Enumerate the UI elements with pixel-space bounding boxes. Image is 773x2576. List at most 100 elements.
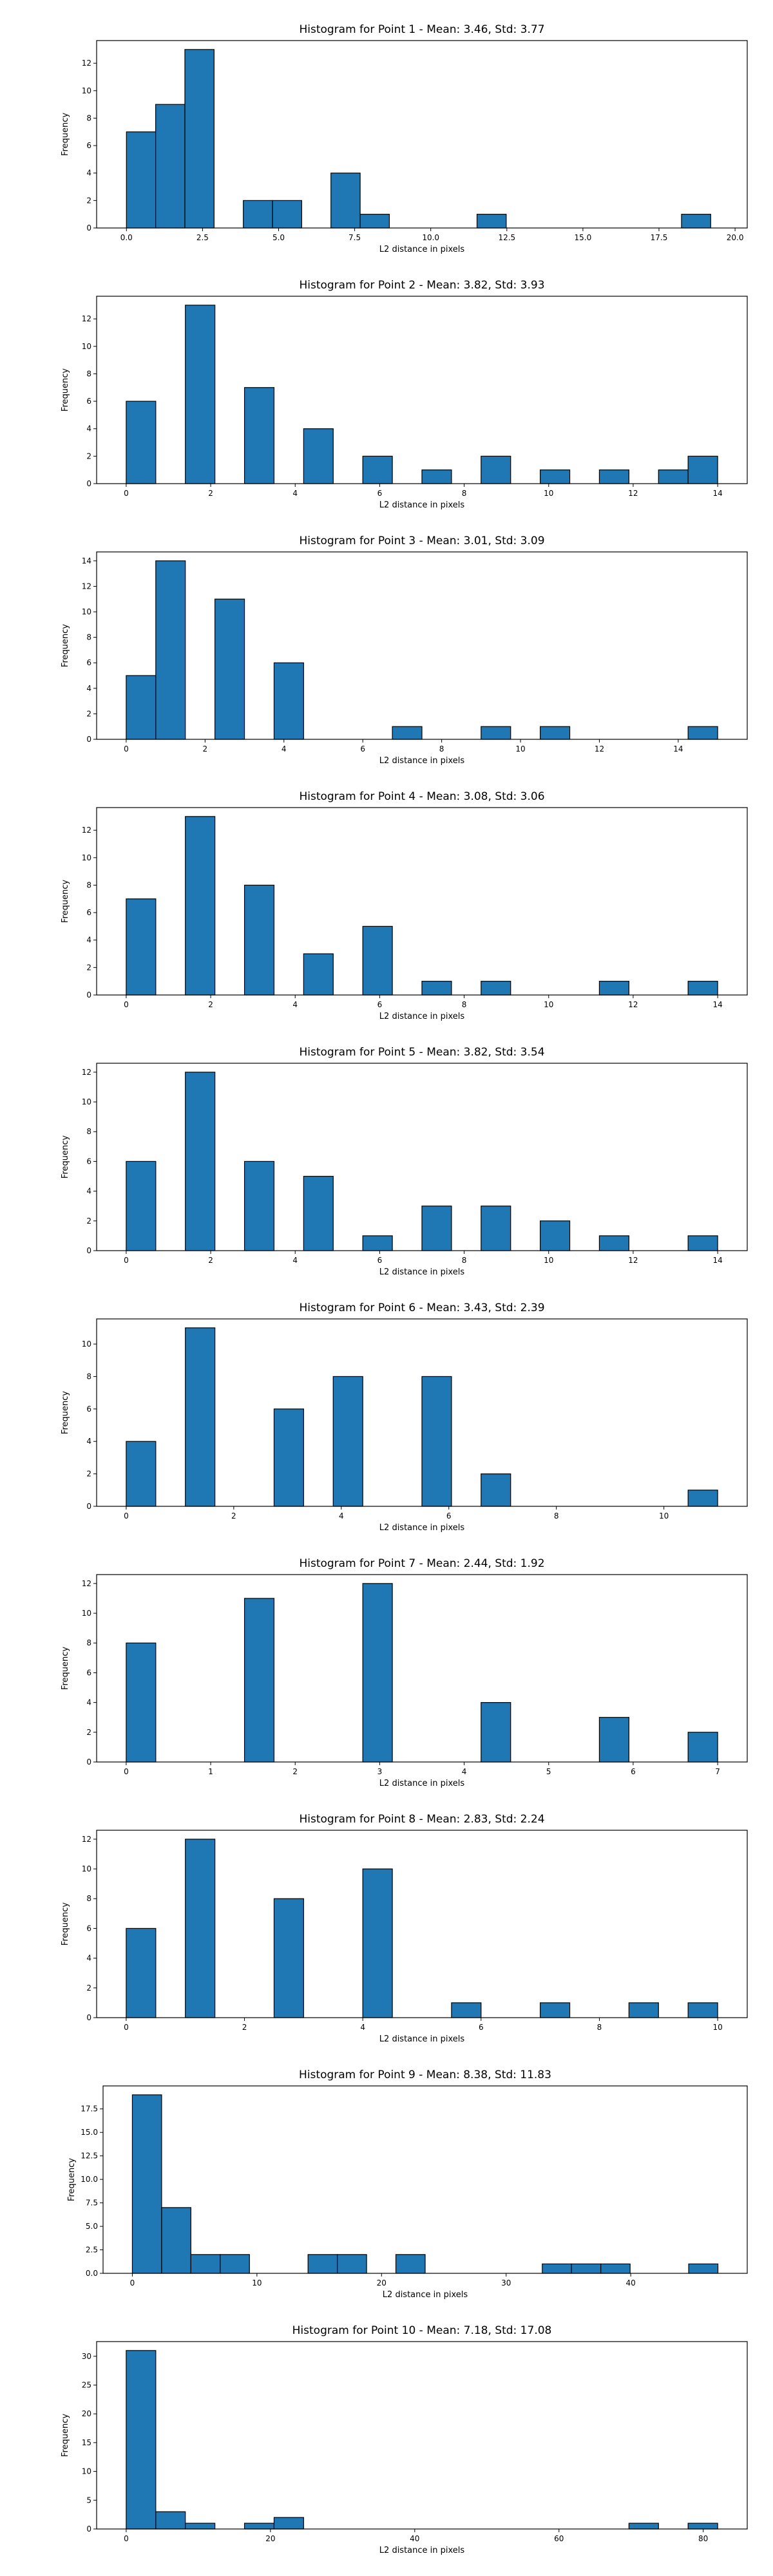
y-tick-label: 12 xyxy=(82,1068,91,1077)
histogram-bar xyxy=(598,469,629,484)
histogram-bar xyxy=(155,104,186,229)
histogram-bar xyxy=(243,884,275,996)
y-tick-label: 0 xyxy=(86,1502,91,1511)
histogram-bar xyxy=(161,2207,191,2274)
x-tick-label: 20.0 xyxy=(727,233,744,242)
histogram-bar xyxy=(598,1717,629,1763)
chart-title: Histogram for Point 7 - Mean: 2.44, Std:… xyxy=(299,1557,544,1570)
histogram-bar xyxy=(273,662,304,740)
x-tick-label: 80 xyxy=(698,2534,708,2543)
histogram-bar xyxy=(273,1408,304,1507)
histogram-bar xyxy=(337,2254,367,2274)
axes-frame xyxy=(96,1063,748,1251)
histogram-bar xyxy=(243,200,273,229)
y-tick-label: 8 xyxy=(86,1894,91,1903)
chart-title: Histogram for Point 1 - Mean: 3.46, Std:… xyxy=(299,23,544,36)
histogram-bar xyxy=(421,1376,452,1507)
axes-frame xyxy=(96,551,748,740)
y-tick-label: 0 xyxy=(86,479,91,488)
y-axis-label: Frequency xyxy=(61,1135,70,1179)
histogram-bar xyxy=(303,428,334,484)
y-tick-label: 2 xyxy=(86,963,91,972)
histogram-bar xyxy=(126,1642,157,1763)
x-tick-label: 4 xyxy=(292,489,298,498)
histogram-bar xyxy=(126,401,157,484)
x-tick-label: 6 xyxy=(377,1000,383,1009)
x-tick-label: 0 xyxy=(124,1511,129,1520)
histogram-bar xyxy=(481,981,511,996)
histogram-bar xyxy=(540,1220,571,1251)
histogram-panel-8: Histogram for Point 8 - Mean: 2.83, Std:… xyxy=(61,1813,748,2044)
x-tick-label: 12.5 xyxy=(498,233,515,242)
y-tick-label: 20 xyxy=(82,2409,91,2418)
x-tick-label: 0 xyxy=(130,2278,135,2287)
histogram-bar xyxy=(392,726,423,740)
y-tick-label: 15 xyxy=(82,2438,91,2447)
chart-title: Histogram for Point 3 - Mean: 3.01, Std:… xyxy=(299,535,544,547)
histogram-bar xyxy=(185,816,216,996)
x-tick-label: 5 xyxy=(546,1767,551,1776)
axes-frame xyxy=(96,40,748,229)
y-tick-label: 25 xyxy=(82,2380,91,2389)
y-tick-label: 4 xyxy=(86,1954,91,1963)
histogram-bar xyxy=(687,981,718,996)
y-tick-label: 0 xyxy=(86,2524,91,2533)
y-tick-label: 12 xyxy=(82,1835,91,1844)
x-tick-label: 2 xyxy=(242,2023,247,2032)
y-tick-label: 2 xyxy=(86,709,91,718)
x-tick-label: 0 xyxy=(124,744,129,753)
x-tick-label: 6 xyxy=(377,1256,383,1265)
chart-title: Histogram for Point 10 - Mean: 7.18, Std… xyxy=(292,2324,552,2337)
y-axis-label: Frequency xyxy=(61,880,70,923)
y-tick-label: 6 xyxy=(86,658,91,667)
x-tick-label: 6 xyxy=(479,2023,484,2032)
x-axis-label: L2 distance in pixels xyxy=(379,2034,465,2044)
x-tick-label: 8 xyxy=(439,744,444,753)
x-tick-label: 40 xyxy=(626,2278,636,2287)
histogram-bar xyxy=(481,1473,511,1507)
y-tick-label: 8 xyxy=(86,880,91,889)
x-axis-label: L2 distance in pixels xyxy=(379,2546,465,2555)
histogram-bar xyxy=(598,981,629,996)
histogram-bar xyxy=(155,2511,186,2530)
histogram-bar xyxy=(126,1927,157,2018)
histogram-bar xyxy=(476,214,507,229)
histogram-bar xyxy=(362,925,393,996)
x-tick-label: 2 xyxy=(292,1767,298,1776)
x-tick-label: 40 xyxy=(410,2534,419,2543)
y-tick-label: 2.5 xyxy=(86,2246,98,2255)
y-tick-label: 6 xyxy=(86,1405,91,1414)
histogram-bar xyxy=(215,598,245,740)
histogram-bar xyxy=(303,1175,334,1251)
y-tick-label: 4 xyxy=(86,1437,91,1446)
x-tick-label: 17.5 xyxy=(651,233,668,242)
histogram-bar xyxy=(243,1598,275,1763)
x-axis-label: L2 distance in pixels xyxy=(379,245,465,254)
x-tick-label: 2 xyxy=(231,1511,236,1520)
histogram-bar xyxy=(185,1839,216,2018)
histogram-bar xyxy=(451,2002,482,2018)
x-tick-label: 7.5 xyxy=(348,233,361,242)
histogram-bar xyxy=(481,1206,511,1251)
x-tick-label: 30 xyxy=(501,2278,511,2287)
histogram-bar xyxy=(540,2002,571,2018)
y-tick-label: 2 xyxy=(86,1217,91,1226)
x-tick-label: 10 xyxy=(712,2023,722,2032)
histogram-bar xyxy=(687,2523,718,2530)
y-tick-label: 4 xyxy=(86,684,91,693)
histogram-bar xyxy=(126,1441,157,1507)
histogram-bar xyxy=(126,1160,157,1251)
axes-frame xyxy=(96,807,748,996)
x-tick-label: 4 xyxy=(292,1256,298,1265)
y-tick-label: 8 xyxy=(86,1127,91,1136)
y-tick-label: 2 xyxy=(86,1728,91,1737)
y-tick-label: 0.0 xyxy=(86,2269,98,2278)
x-tick-label: 2 xyxy=(203,744,208,753)
x-tick-label: 4 xyxy=(292,1000,298,1009)
x-tick-label: 20 xyxy=(377,2278,386,2287)
y-tick-label: 0 xyxy=(86,223,91,232)
x-tick-label: 2 xyxy=(208,1256,213,1265)
x-tick-label: 0 xyxy=(124,2023,129,2032)
